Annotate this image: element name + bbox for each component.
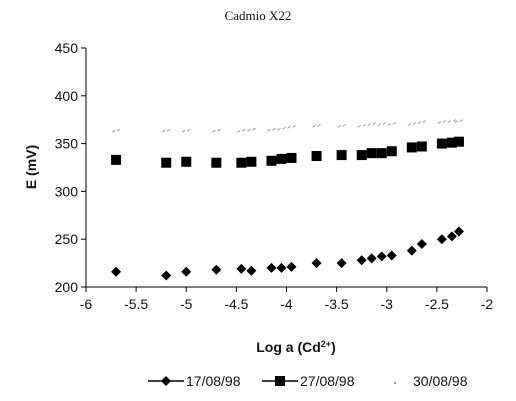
data-point: [417, 120, 427, 124]
data-point: [356, 255, 367, 266]
x-tick-label: -4.5: [224, 296, 248, 312]
data-point: [111, 154, 122, 165]
legend-marker: [275, 376, 285, 386]
series-2: [111, 136, 464, 168]
data-point: [236, 157, 247, 168]
data-point: [277, 126, 286, 131]
x-tick-label: -5: [180, 296, 193, 312]
data-point: [446, 231, 457, 242]
data-point: [312, 123, 321, 128]
data-point: [454, 119, 464, 124]
legend-label: 30/08/98: [413, 373, 468, 389]
data-point: [387, 122, 397, 126]
legend-item: 30/08/98: [393, 373, 468, 389]
data-point: [453, 226, 464, 237]
series-3: [111, 119, 464, 133]
data-point: [286, 152, 297, 163]
x-tick-label: -5.5: [124, 296, 148, 312]
data-point: [376, 148, 387, 159]
data-point: [212, 128, 221, 133]
data-point: [356, 150, 367, 161]
data-point: [367, 122, 376, 126]
data-point: [377, 122, 387, 126]
data-point: [111, 128, 121, 133]
y-tick-label: 300: [55, 183, 79, 199]
data-point: [266, 155, 277, 166]
data-point: [237, 128, 246, 133]
legend-label: 17/08/98: [186, 373, 241, 389]
x-axis-label: Log a (Cd2+): [256, 339, 335, 355]
data-point: [161, 157, 172, 168]
data-point: [286, 261, 297, 272]
data-point: [181, 128, 191, 133]
data-point: [311, 151, 322, 162]
data-point: [366, 148, 377, 159]
data-point: [336, 258, 347, 269]
data-point: [111, 266, 122, 277]
data-point: [161, 270, 172, 281]
x-tick-label: -6: [80, 296, 93, 312]
data-point: [406, 142, 417, 153]
data-point: [436, 234, 447, 245]
data-point: [446, 137, 457, 148]
data-point: [406, 245, 417, 256]
data-point: [437, 120, 447, 124]
data-point: [211, 157, 222, 168]
data-point: [276, 262, 287, 273]
legend-item: 17/08/98: [148, 373, 241, 389]
data-point: [236, 263, 247, 274]
marks-group: [111, 119, 464, 281]
data-point: [311, 258, 322, 269]
y-tick-label: 400: [55, 88, 79, 104]
data-point: [246, 265, 257, 276]
legend-group: 17/08/98 27/08/98 30/08/98: [148, 373, 468, 389]
data-point: [211, 264, 222, 275]
data-point: [436, 138, 447, 149]
data-point: [287, 124, 296, 129]
data-point: [386, 146, 397, 157]
data-point: [181, 266, 192, 277]
data-point: [407, 122, 417, 126]
chart-title: Cadmio X22: [224, 8, 292, 23]
x-tick-label: -2.5: [425, 296, 449, 312]
legend-label: 27/08/98: [300, 373, 355, 389]
x-tick-label: -2: [481, 296, 494, 312]
data-point: [416, 141, 427, 152]
y-tick-label: 250: [55, 231, 79, 247]
x-tick-label: -4: [280, 296, 293, 312]
data-point: [447, 119, 457, 124]
data-point: [181, 156, 192, 167]
legend-item: 27/08/98: [262, 373, 355, 389]
series-1: [111, 226, 464, 281]
data-point: [453, 136, 464, 147]
legend-marker: [161, 376, 171, 386]
data-point: [357, 123, 366, 128]
data-point: [376, 251, 387, 262]
data-point: [267, 127, 276, 132]
data-point: [247, 127, 256, 132]
axes-group: 200 250 300 350 400 450 -6 -5.5 -5 -4.5 -4 -3.5 -3 -2…: [55, 40, 494, 312]
data-point: [366, 253, 377, 264]
x-tick-label: -3.5: [325, 296, 349, 312]
y-tick-label: 200: [55, 279, 79, 295]
data-point: [416, 238, 427, 249]
data-point: [276, 153, 287, 164]
data-point: [386, 250, 397, 261]
y-tick-label: 450: [55, 40, 79, 56]
data-point: [336, 150, 347, 161]
data-point: [246, 156, 257, 167]
data-point: [266, 262, 277, 273]
legend-marker: [393, 381, 397, 385]
data-point: [161, 128, 171, 133]
y-axis-label: E (mV): [23, 145, 39, 189]
y-tick-label: 350: [55, 136, 79, 152]
data-point: [337, 123, 346, 128]
x-tick-label: -3: [381, 296, 394, 312]
